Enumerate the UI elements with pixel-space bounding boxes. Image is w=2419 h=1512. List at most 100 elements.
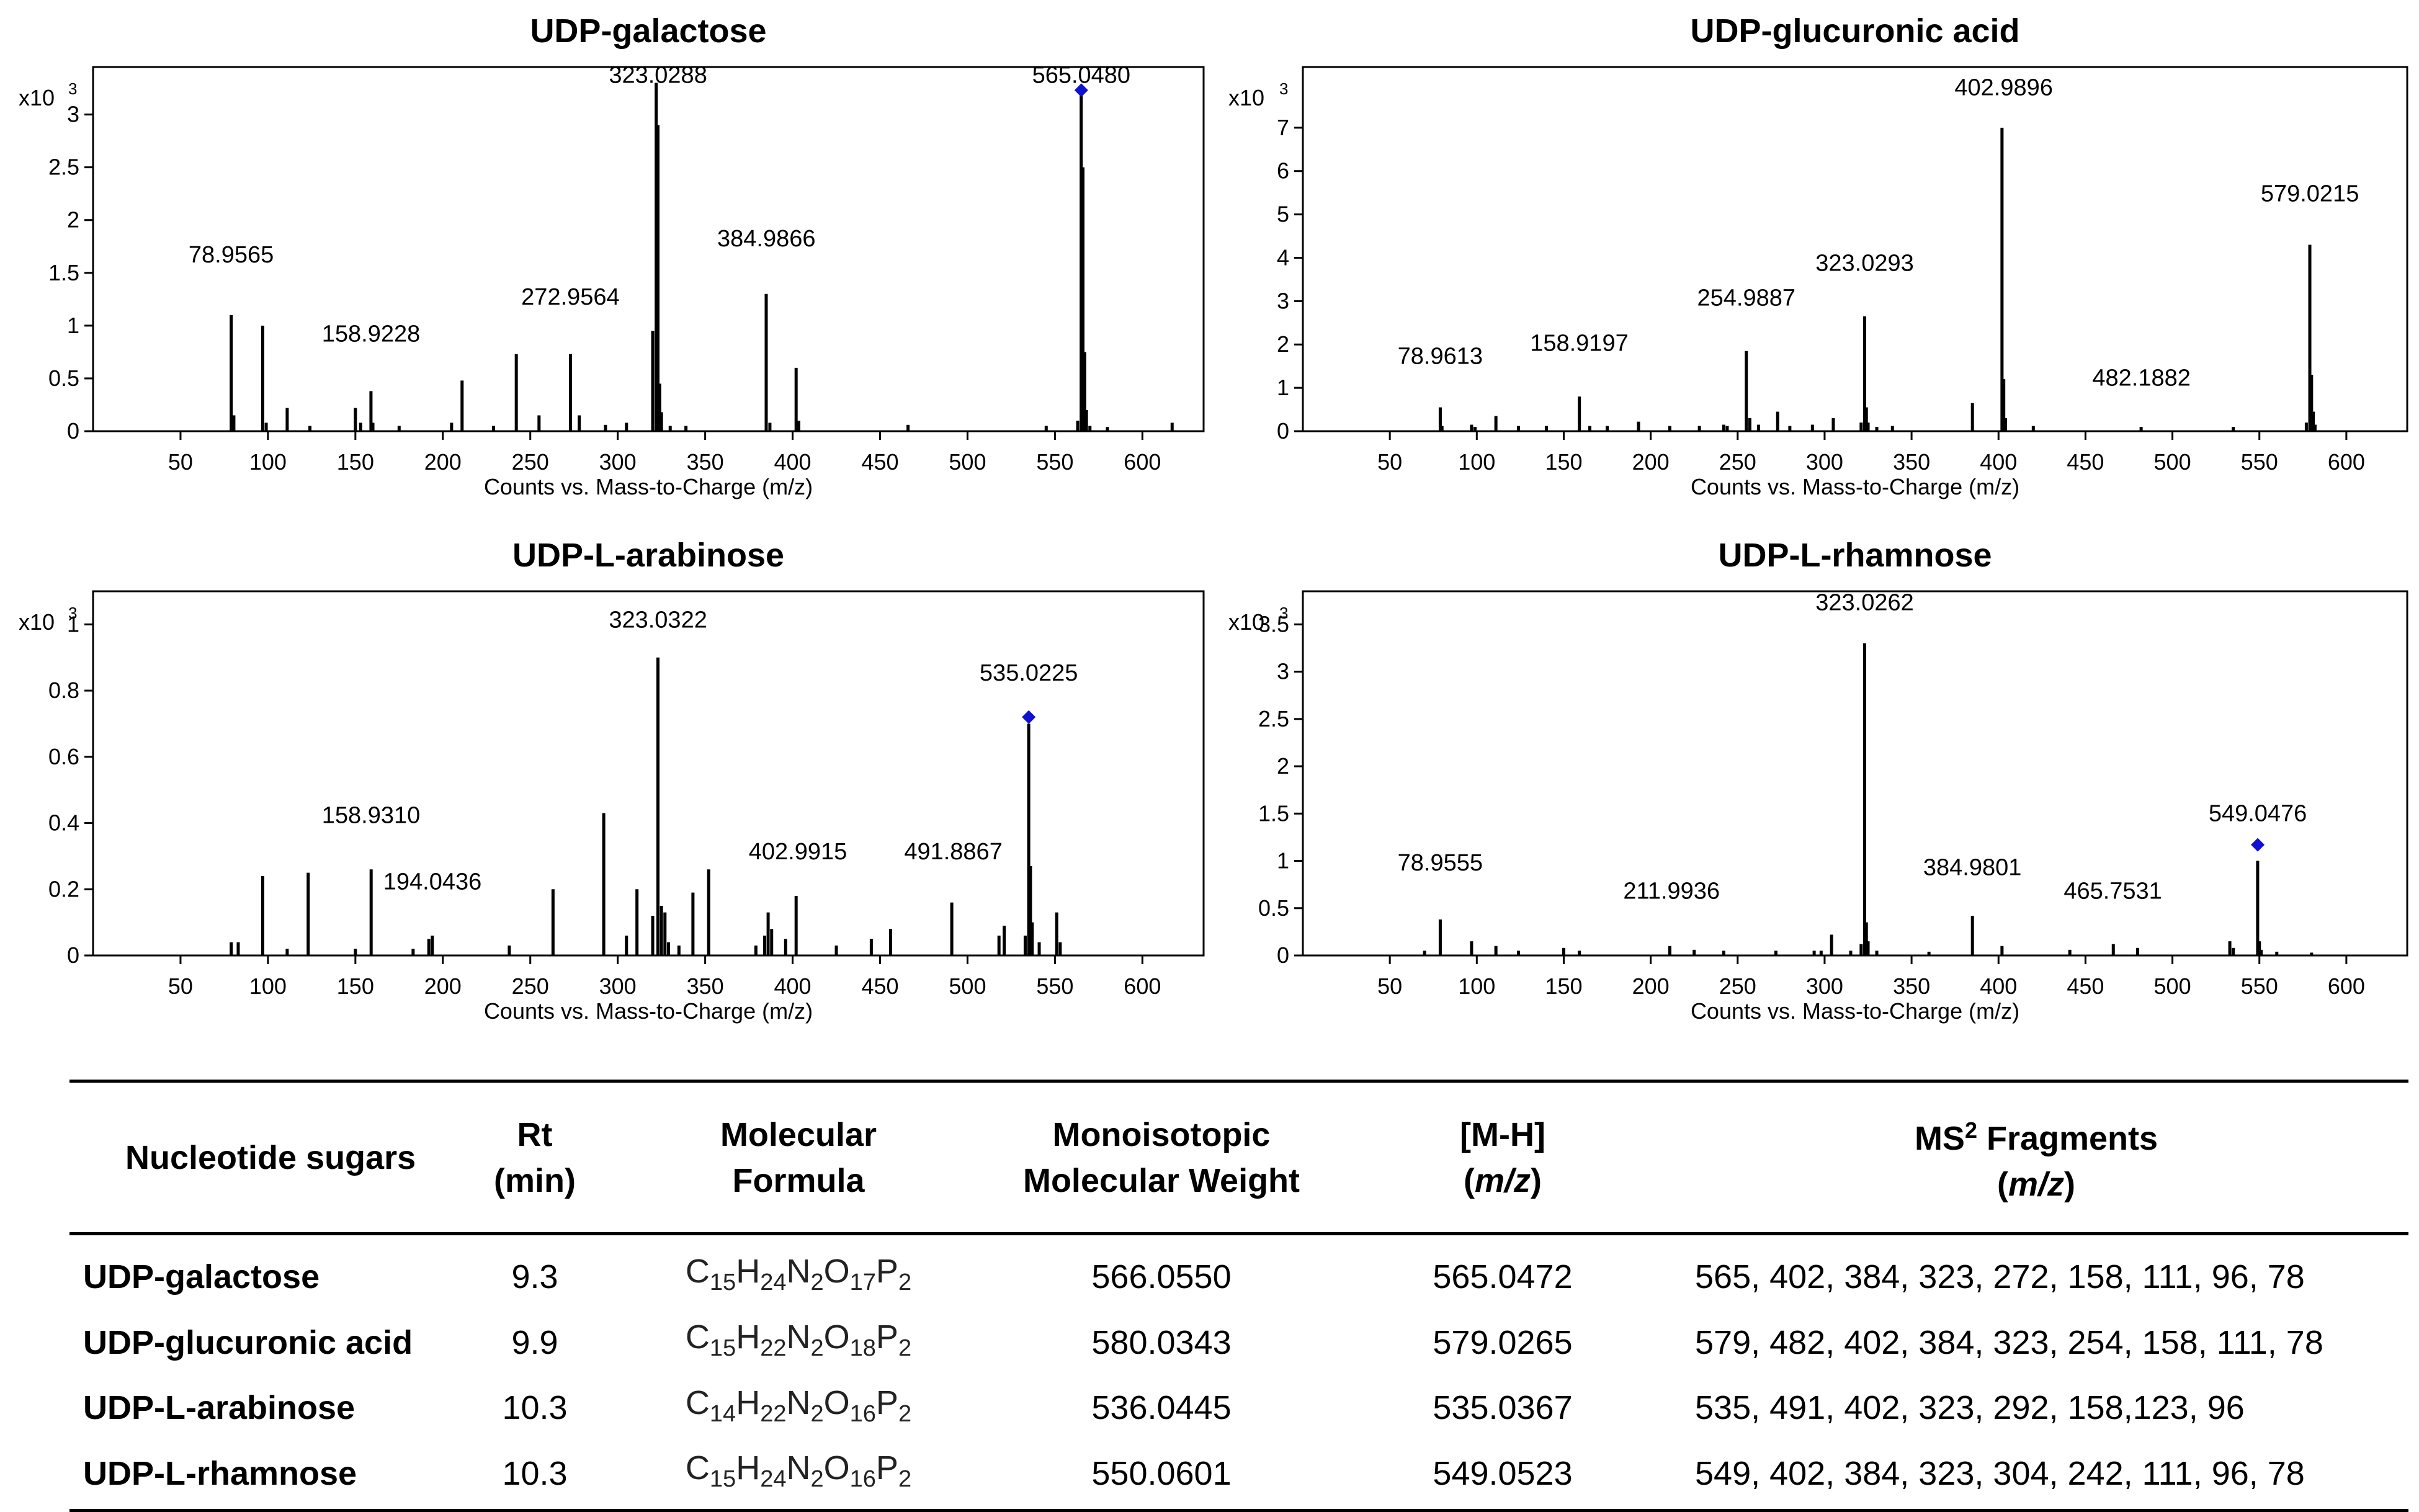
- formula-count: 2: [810, 1335, 824, 1361]
- x-tick-label: 350: [1893, 973, 1930, 999]
- x-tick-label: 400: [774, 973, 812, 999]
- peak-label: 254.9887: [1697, 285, 1796, 311]
- formula-element: H: [736, 1449, 761, 1487]
- y-tick-label: 0.2: [48, 876, 79, 901]
- cell-rt: 10.3: [502, 1389, 568, 1427]
- y-tick-label: 1: [1277, 375, 1289, 400]
- y-tick-label: 0: [1277, 942, 1289, 968]
- x-tick-label: 50: [168, 449, 193, 475]
- cell-rt: 9.9: [511, 1323, 558, 1361]
- formula-element: H: [736, 1318, 761, 1356]
- x-axis-label: Counts vs. Mass-to-Charge (m/z): [1691, 474, 2019, 499]
- y-tick-label: 0: [1277, 418, 1289, 444]
- cell-monoisotopic-weight: 566.0550: [1091, 1258, 1232, 1295]
- peak-label: 323.0288: [609, 63, 707, 89]
- x-tick-label: 550: [2241, 973, 2278, 999]
- y-tick-label: 1: [1277, 848, 1289, 874]
- x-tick-label: 600: [1124, 973, 1161, 999]
- cell-ms2-fragments: 579, 482, 402, 384, 323, 254, 158, 111, …: [1695, 1323, 2323, 1361]
- y-tick-label: 7: [1277, 115, 1289, 140]
- formula-element: C: [685, 1318, 710, 1356]
- y-tick-label: 0.6: [48, 744, 79, 769]
- x-axis-label: Counts vs. Mass-to-Charge (m/z): [1691, 998, 2019, 1024]
- formula-element: O: [823, 1253, 850, 1290]
- y-tick-label: 3: [1277, 659, 1289, 684]
- formula-count: 16: [849, 1466, 876, 1493]
- y-tick-label: 0: [67, 942, 79, 968]
- cell-monoisotopic-weight: 580.0343: [1091, 1323, 1232, 1361]
- y-tick-label: 2: [67, 207, 79, 233]
- cell-compound-name: UDP-galactose: [83, 1258, 320, 1295]
- y-tick-label: 2: [1277, 331, 1289, 357]
- peak-label: 402.9915: [749, 839, 847, 865]
- formula-element: N: [786, 1253, 811, 1290]
- table-row: UDP-galactose 9.3 C15H24N2O17P2 566.0550 565…: [69, 1234, 2408, 1310]
- formula-element: P: [875, 1384, 898, 1421]
- x-tick-label: 100: [1458, 449, 1495, 475]
- plot-frame: [92, 66, 1205, 432]
- y-tick-label: 5: [1277, 202, 1289, 227]
- y-tick-label: 1.5: [48, 260, 79, 285]
- y-multiplier-exponent: 3: [1279, 604, 1288, 622]
- compound-table: Nucleotide sugars Rt (min) Molecular Formu…: [69, 1080, 2408, 1512]
- peak-label: 194.0436: [383, 869, 482, 895]
- formula-element: N: [786, 1318, 811, 1356]
- header-ms2-fragments: MS2 Fragments (m/z): [1914, 1117, 2158, 1203]
- cell-molecular-formula: C14H22N2O16P2: [615, 1376, 981, 1441]
- x-tick-label: 50: [168, 973, 193, 999]
- cell-rt: 9.3: [511, 1258, 558, 1295]
- y-multiplier-exponent: 3: [68, 604, 77, 622]
- y-tick-label: 6: [1277, 158, 1289, 184]
- chart-title: UDP-L-arabinose: [512, 537, 784, 574]
- cell-molecular-formula: C15H22N2O18P2: [615, 1310, 981, 1376]
- x-tick-label: 500: [2154, 973, 2191, 999]
- y-tick-label: 2.5: [48, 154, 79, 180]
- cell-ms2-fragments: 565, 402, 384, 323, 272, 158, 111, 96, 7…: [1695, 1258, 2305, 1295]
- peak-label: 491.8867: [904, 839, 1003, 865]
- x-tick-label: 200: [424, 449, 462, 475]
- formula-count: 15: [709, 1335, 736, 1361]
- x-tick-label: 350: [687, 973, 724, 999]
- cell-ms2-fragments: 535, 491, 402, 323, 292, 158,123, 96: [1695, 1389, 2245, 1427]
- x-tick-label: 350: [1893, 449, 1930, 475]
- y-tick-label: 2: [1277, 753, 1289, 779]
- precursor-marker: [1074, 83, 1088, 97]
- formula-element: P: [875, 1318, 898, 1356]
- x-tick-label: 550: [1036, 973, 1073, 999]
- formula-count: 2: [898, 1269, 912, 1295]
- y-tick-label: 0: [67, 418, 79, 444]
- precursor-marker: [1022, 710, 1036, 724]
- x-tick-label: 450: [861, 973, 898, 999]
- y-tick-label: 0.5: [1258, 895, 1289, 921]
- cell-ms2-fragments: 549, 402, 384, 323, 304, 242, 111, 96, 7…: [1695, 1455, 2305, 1493]
- peak-label: 465.7531: [2064, 879, 2162, 905]
- x-tick-label: 450: [861, 449, 898, 475]
- x-tick-label: 400: [1980, 449, 2017, 475]
- x-tick-label: 150: [337, 973, 374, 999]
- y-tick-label: 2.5: [1258, 706, 1289, 731]
- table-body: UDP-galactose 9.3 C15H24N2O17P2 566.0550 565…: [69, 1234, 2408, 1511]
- formula-count: 2: [898, 1466, 912, 1493]
- x-tick-label: 550: [1036, 449, 1073, 475]
- formula-element: C: [685, 1253, 710, 1290]
- x-axis-label: Counts vs. Mass-to-Charge (m/z): [484, 998, 813, 1024]
- y-multiplier: x10: [1228, 609, 1264, 635]
- formula-count: 15: [709, 1466, 736, 1493]
- y-tick-label: 3: [67, 102, 79, 127]
- x-tick-label: 200: [424, 973, 462, 999]
- formula-element: H: [736, 1384, 761, 1421]
- x-tick-label: 450: [2067, 449, 2104, 475]
- formula-count: 18: [849, 1335, 876, 1361]
- x-tick-label: 250: [512, 973, 549, 999]
- formula-element: O: [823, 1318, 850, 1356]
- y-tick-label: 4: [1277, 244, 1289, 270]
- x-tick-label: 500: [949, 973, 986, 999]
- x-tick-label: 600: [2328, 449, 2365, 475]
- peak-label: 211.9936: [1623, 879, 1720, 905]
- chart-title: UDP-galactose: [530, 12, 766, 50]
- chart-2: UDP-L-arabinose 50 100 150 200 250 300 350 400 45…: [19, 537, 1205, 1024]
- x-tick-label: 150: [337, 449, 374, 475]
- y-tick-label: 1: [67, 611, 79, 637]
- cell-compound-name: UDP-L-rhamnose: [83, 1455, 357, 1493]
